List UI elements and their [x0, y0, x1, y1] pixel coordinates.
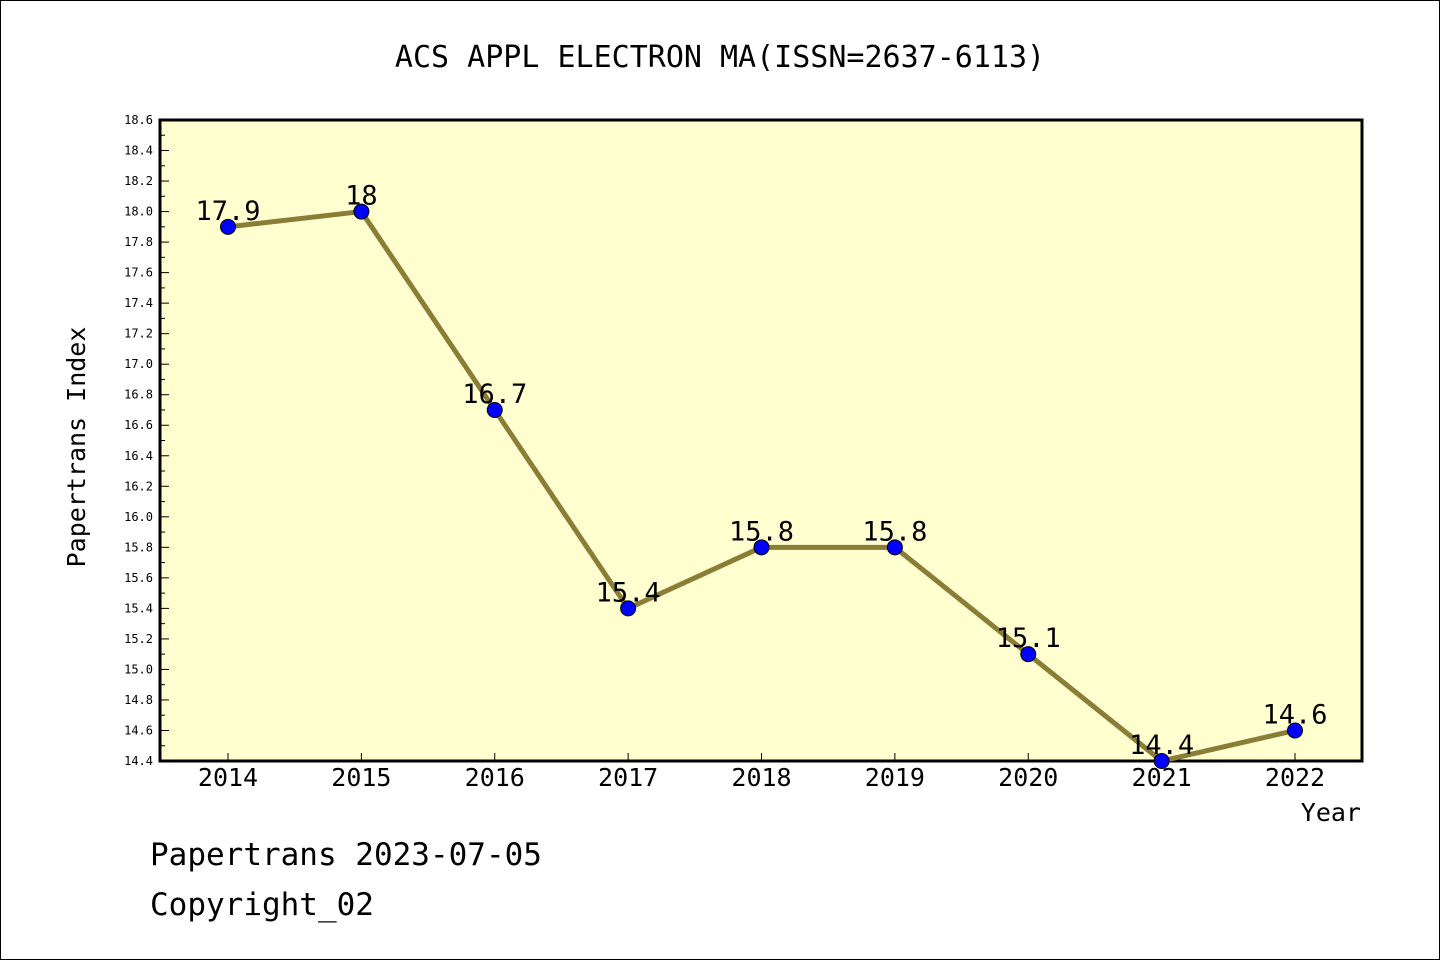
data-label: 14.6 [1262, 699, 1327, 730]
data-label: 15.4 [596, 577, 661, 608]
x-axis: 2014 2015 2016 2017 2018 2019 2020 2021 2022 [198, 753, 1325, 792]
y-tick-label: 17.2 [124, 327, 153, 341]
data-label: 16.7 [462, 379, 527, 410]
footer-date: Papertrans 2023-07-05 [150, 837, 542, 873]
y-tick-label: 17.0 [124, 357, 153, 371]
data-point [753, 539, 770, 556]
x-tick-label: 2022 [1265, 763, 1325, 792]
y-tick-label: 15.8 [124, 540, 153, 554]
y-tick-label: 14.4 [124, 754, 153, 768]
y-tick-label: 14.6 [124, 723, 153, 737]
y-tick-label: 16.8 [124, 388, 153, 402]
data-label: 15.8 [729, 516, 794, 547]
y-tick-label: 14.8 [124, 693, 153, 707]
data-point [486, 401, 503, 418]
x-tick-label: 2020 [998, 763, 1058, 792]
y-tick-label: 15.4 [124, 601, 153, 615]
data-label: 17.9 [195, 196, 260, 227]
data-labels: 17.9 18 16.7 15.4 15.8 15.8 15.1 14.4 14.6 [195, 181, 1327, 761]
y-tick-label: 18.2 [124, 174, 153, 188]
x-tick-label: 2016 [465, 763, 525, 792]
y-tick-label: 18.6 [124, 113, 153, 127]
x-tick-label: 2014 [198, 763, 258, 792]
footer-copyright: Copyright_02 [150, 887, 374, 923]
data-label: 14.4 [1129, 730, 1194, 761]
x-axis-label: Year [1301, 798, 1361, 827]
y-tick-label: 17.8 [124, 235, 153, 249]
x-tick-label: 2015 [331, 763, 391, 792]
y-axis-label: Papertrans Index [62, 327, 91, 568]
data-label: 18 [345, 181, 378, 212]
data-point [620, 600, 637, 617]
y-tick-label: 18.4 [124, 144, 153, 158]
data-point [220, 218, 236, 235]
data-markers [220, 203, 1303, 769]
y-tick-label: 18.0 [124, 205, 153, 219]
y-tick-label: 15.0 [124, 662, 153, 676]
plot-area [158, 118, 1364, 763]
y-axis: 14.4 14.6 14.8 15.0 15.2 15.4 15.6 15.8 16.0 16.2… [124, 113, 169, 768]
x-tick-label: 2018 [731, 763, 791, 792]
y-tick-label: 15.6 [124, 571, 153, 585]
data-label: 15.1 [996, 623, 1061, 654]
x-tick-label: 2017 [598, 763, 658, 792]
y-tick-label: 17.6 [124, 266, 153, 280]
data-point [1020, 646, 1037, 663]
data-point [1287, 722, 1303, 739]
chart-title: ACS APPL ELECTRON MA(ISSN=2637-6113) [395, 40, 1045, 75]
x-tick-label: 2019 [865, 763, 925, 792]
y-tick-label: 16.2 [124, 479, 153, 493]
y-tick-label: 15.2 [124, 632, 153, 646]
data-label: 15.8 [862, 516, 927, 547]
data-point [886, 539, 903, 556]
y-tick-label: 17.4 [124, 296, 153, 310]
y-tick-label: 16.4 [124, 449, 153, 463]
y-tick-label: 16.0 [124, 510, 153, 524]
data-point [1153, 753, 1170, 769]
y-tick-label: 16.6 [124, 418, 153, 432]
data-point [353, 203, 370, 220]
